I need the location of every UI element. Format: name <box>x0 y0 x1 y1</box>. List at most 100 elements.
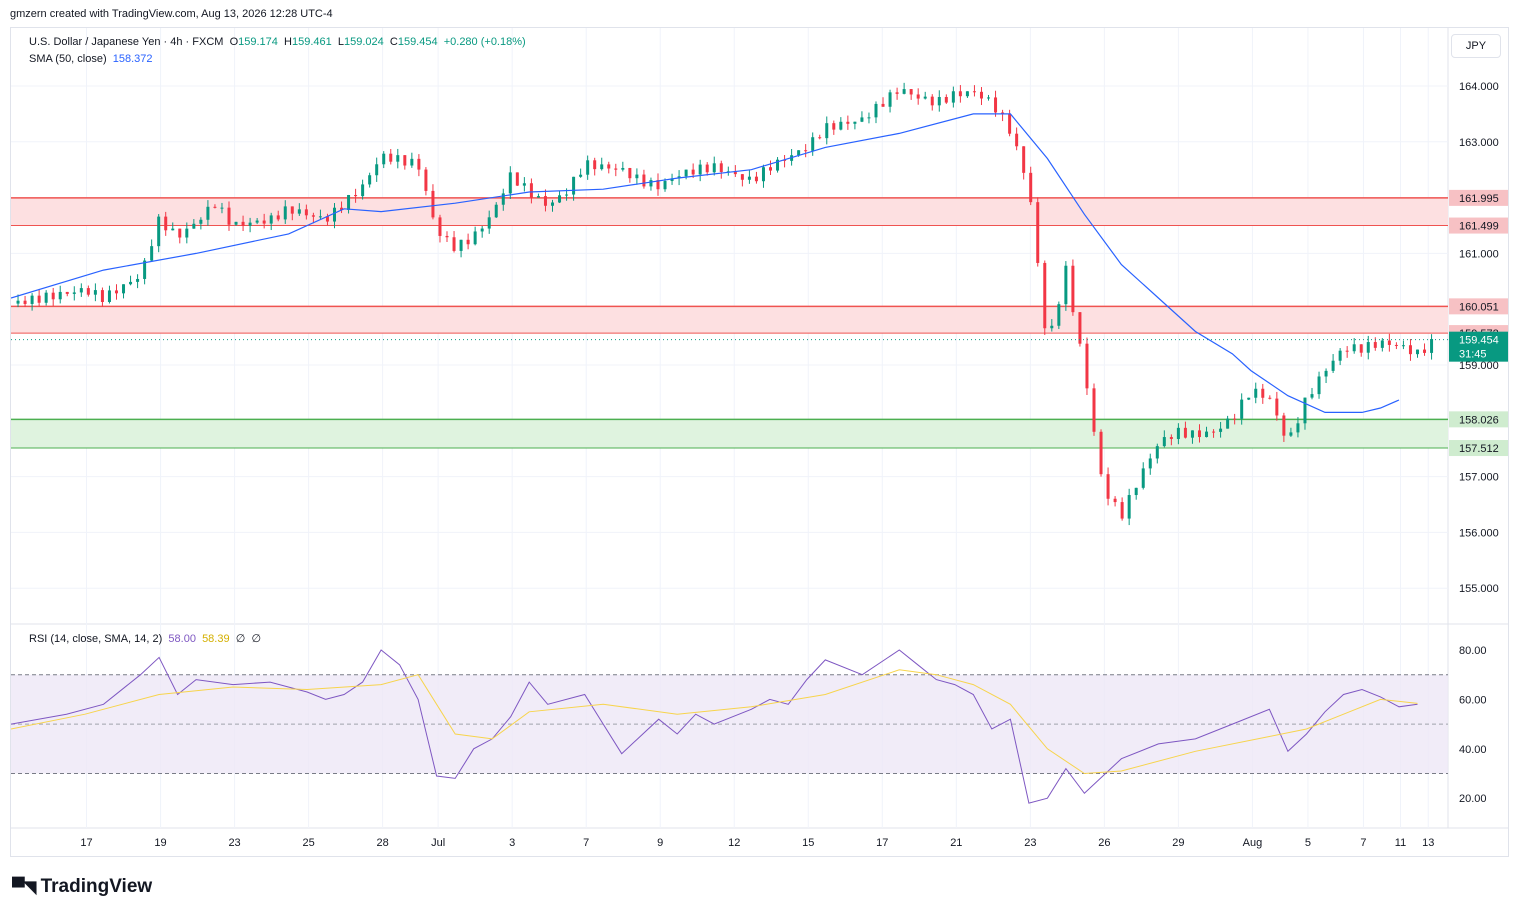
zone-price-tag <box>1449 189 1508 206</box>
candle-body <box>1394 344 1398 346</box>
candle-body <box>1310 394 1314 398</box>
candle-body <box>241 221 245 226</box>
time-tick-label: 7 <box>1360 837 1366 849</box>
currency-label: JPY <box>1465 40 1487 52</box>
candle-body <box>586 160 590 175</box>
candle-body <box>1380 340 1384 348</box>
rsi-label: RSI (14, close, SMA, 14, 2) <box>29 633 163 645</box>
candle-body <box>220 207 224 209</box>
candle-body <box>1401 345 1405 347</box>
candle-body <box>747 176 751 180</box>
candle-body <box>234 221 238 225</box>
candle-body <box>1226 418 1230 429</box>
symbol-legend: U.S. Dollar / Japanese Yen · 4h · FXCM O… <box>29 36 526 48</box>
rsi-ma-line <box>11 669 1418 775</box>
time-tick-label: 5 <box>1305 837 1311 849</box>
candle-body <box>558 195 562 203</box>
candle-body <box>1219 428 1223 432</box>
price-tick-label: 157.000 <box>1459 472 1499 484</box>
open-label: O <box>229 36 239 48</box>
candle-body <box>972 91 976 93</box>
time-tick-label: 11 <box>1395 837 1406 849</box>
rsi-legend[interactable]: RSI (14, close, SMA, 14, 2) 58.00 58.39 … <box>29 632 261 645</box>
candle-body <box>304 209 308 216</box>
candle-body <box>86 288 90 295</box>
candle-body <box>1387 340 1391 345</box>
candle-body <box>1022 146 1026 173</box>
candle-body <box>902 89 906 94</box>
currency-button[interactable]: JPY <box>1451 34 1501 58</box>
chart-frame[interactable]: 164.000 163.000 161.000 159.000 157.000 156.0… <box>10 27 1509 857</box>
candle-body <box>979 91 983 99</box>
candle-body <box>691 169 695 175</box>
candle-body <box>382 153 386 165</box>
candle-body <box>1106 474 1110 499</box>
candle-body <box>635 174 639 179</box>
candle-body <box>410 158 414 166</box>
candle-body <box>164 216 168 231</box>
rsi-tick-label: 20.00 <box>1459 793 1487 805</box>
candle-body <box>325 216 329 222</box>
candle-body <box>1071 265 1075 313</box>
last-price-label: 159.454 <box>1459 335 1499 347</box>
resistance-zone <box>11 306 1448 334</box>
candle-body <box>143 260 147 279</box>
candle-body <box>213 206 217 208</box>
rsi-line <box>11 649 1418 804</box>
candle-body <box>1043 262 1047 329</box>
candle-body <box>185 228 189 238</box>
price-tick-label: 161.000 <box>1459 248 1499 260</box>
chart-canvas[interactable]: 164.000 163.000 161.000 159.000 157.000 156.0… <box>11 28 1508 856</box>
candle-body <box>754 176 758 182</box>
candle-body <box>1324 370 1328 377</box>
candle-body <box>1268 397 1272 399</box>
candle-body <box>466 239 470 245</box>
time-tick-label: Aug <box>1243 837 1263 849</box>
candle-body <box>417 158 421 170</box>
candle-body <box>473 231 477 245</box>
time-tick-label: 13 <box>1422 837 1434 849</box>
candle-body <box>937 97 941 106</box>
candle-body <box>769 167 773 171</box>
high-value: 159.461 <box>291 36 332 48</box>
zone-price-label: 160.051 <box>1459 301 1499 313</box>
candle-body <box>572 176 576 195</box>
candle-body <box>30 295 34 304</box>
candle-body <box>1423 349 1427 353</box>
candle-body <box>825 123 829 139</box>
close-value: 159.454 <box>397 36 438 48</box>
candle-body <box>129 281 133 285</box>
candle-body <box>1099 431 1103 475</box>
candle-body <box>874 103 878 118</box>
time-tick-label: 21 <box>950 837 962 849</box>
candle-body <box>494 204 498 218</box>
rsi-extra-1: ∅ <box>235 633 246 645</box>
tradingview-logo[interactable]: ▀◥ TradingView <box>12 876 152 898</box>
candle-body <box>1183 427 1187 438</box>
time-tick-label: 26 <box>1098 837 1110 849</box>
time-tick-label: 28 <box>376 837 388 849</box>
candle-body <box>965 91 969 97</box>
candle-body <box>1303 397 1307 424</box>
candle-body <box>909 89 913 95</box>
time-tick-label: 19 <box>154 837 166 849</box>
candle-body <box>248 222 252 226</box>
candle-body <box>150 246 154 261</box>
zone-price-tag <box>1449 411 1508 428</box>
candle-body <box>100 290 104 302</box>
candle-body <box>1148 458 1152 469</box>
candles-group <box>16 82 1434 526</box>
candle-body <box>565 194 569 196</box>
candle-body <box>1120 502 1124 519</box>
sma-legend[interactable]: SMA (50, close) 158.372 <box>29 53 153 65</box>
candle-body <box>804 150 808 152</box>
candle-body <box>1036 202 1040 263</box>
candle-body <box>368 175 372 185</box>
candle-body <box>1141 468 1145 488</box>
candle-body <box>361 184 365 197</box>
candle-body <box>881 103 885 107</box>
candle-body <box>107 290 111 302</box>
candle-body <box>424 169 428 191</box>
candle-body <box>276 215 280 220</box>
candle-body <box>389 153 393 162</box>
